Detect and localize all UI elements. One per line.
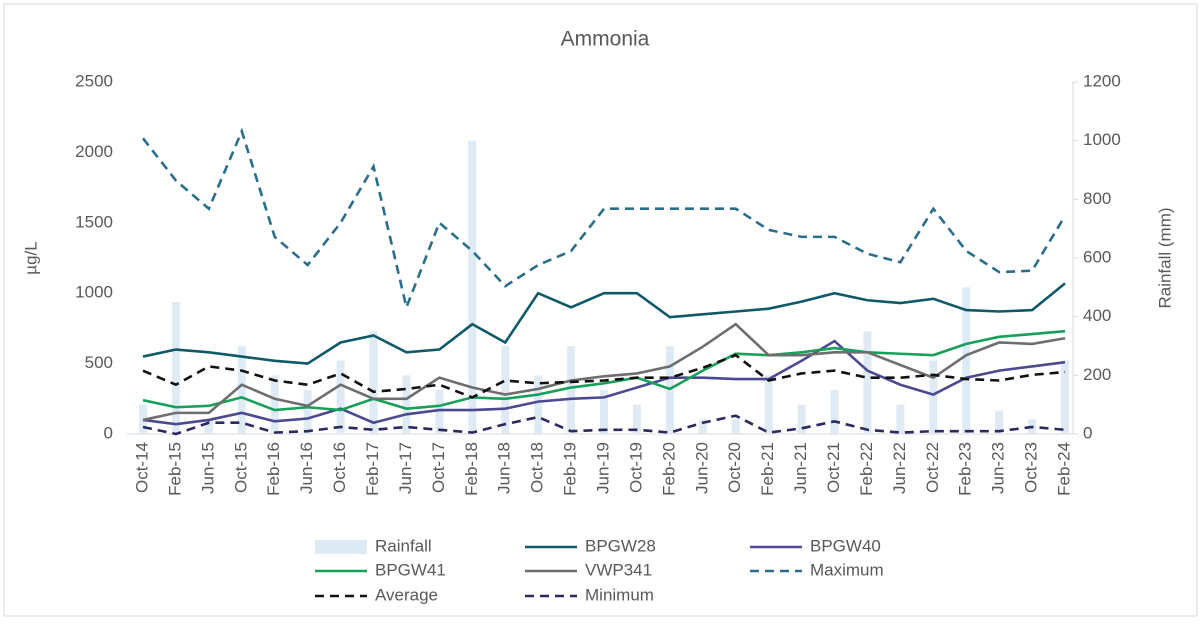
x-tick-label: Oct-22 xyxy=(923,442,942,493)
legend-label: BPGW28 xyxy=(585,536,656,555)
y-tick-label: 0 xyxy=(104,423,113,442)
rainfall-bar xyxy=(731,419,740,434)
series-line xyxy=(141,127,1067,312)
y-tick-label: 500 xyxy=(85,353,113,372)
x-tick-label: Feb-19 xyxy=(561,442,580,496)
x-tick-label: Feb-21 xyxy=(758,442,777,496)
x-tick-label: Jun-18 xyxy=(495,442,514,494)
x-tick-label: Oct-14 xyxy=(132,442,151,493)
y2-tick-label: 600 xyxy=(1083,247,1111,266)
x-tick-label: Feb-16 xyxy=(264,442,283,496)
series-line xyxy=(142,414,1066,436)
y2-tick-label: 800 xyxy=(1083,189,1111,208)
rainfall-bar xyxy=(369,331,378,434)
rainfall-bar xyxy=(797,404,806,434)
x-tick-label: Feb-18 xyxy=(462,442,481,496)
chart-frame xyxy=(3,3,1198,617)
x-tick-label: Feb-23 xyxy=(956,442,975,496)
legend-label: Minimum xyxy=(585,585,654,604)
x-tick-label: Oct-19 xyxy=(626,442,645,493)
x-tick-label: Jun-17 xyxy=(396,442,415,494)
x-tick-label: Jun-23 xyxy=(989,442,1008,494)
y2-tick-label: 200 xyxy=(1083,365,1111,384)
y-tick-label: 1000 xyxy=(75,283,113,302)
rainfall-bar xyxy=(698,419,707,434)
y2-tick-label: 1200 xyxy=(1083,71,1121,90)
legend-label: Average xyxy=(375,585,438,604)
rainfall-bar xyxy=(402,375,411,434)
y-tick-label: 2000 xyxy=(75,142,113,161)
legend-swatch xyxy=(315,540,367,554)
rainfall-bar xyxy=(567,346,576,434)
rainfall-bar xyxy=(764,375,773,434)
x-tick-label: Oct-15 xyxy=(231,442,250,493)
y2-axis-title: Rainfall (mm) xyxy=(1155,207,1174,308)
chart-title: Ammonia xyxy=(561,28,650,51)
x-tick-label: Jun-19 xyxy=(594,442,613,494)
series-line xyxy=(142,353,1066,399)
series-line xyxy=(142,339,1066,426)
series-line xyxy=(142,282,1066,365)
rainfall-bar xyxy=(863,331,872,434)
x-tick-label: Jun-22 xyxy=(890,442,909,494)
x-tick-label: Oct-21 xyxy=(824,442,843,493)
x-tick-label: Feb-24 xyxy=(1055,442,1074,496)
y-axis-title: µg/L xyxy=(21,241,40,274)
legend-label: VWP341 xyxy=(585,560,652,579)
x-tick-label: Oct-16 xyxy=(330,442,349,493)
rainfall-bar xyxy=(237,346,246,434)
rainfall-bar xyxy=(1061,360,1070,434)
y2-tick-label: 1000 xyxy=(1083,130,1121,149)
series-line xyxy=(142,329,1066,412)
x-tick-label: Feb-22 xyxy=(857,442,876,496)
rainfall-bar xyxy=(204,419,213,434)
x-tick-label: Jun-20 xyxy=(692,442,711,494)
rainfall-bar xyxy=(995,410,1004,434)
x-tick-label: Oct-20 xyxy=(725,442,744,493)
rainfall-bar xyxy=(632,404,641,434)
rainfall-bar xyxy=(303,390,312,434)
x-tick-label: Oct-18 xyxy=(528,442,547,493)
y-tick-label: 2500 xyxy=(75,71,113,90)
rainfall-bar xyxy=(534,375,543,434)
x-tick-label: Feb-15 xyxy=(165,442,184,496)
series-line xyxy=(142,322,1066,422)
rainfall-bar xyxy=(600,390,609,434)
x-tick-label: Jun-21 xyxy=(791,442,810,494)
rainfall-bar xyxy=(336,360,345,434)
legend-label: BPGW40 xyxy=(810,536,881,555)
y-tick-label: 1500 xyxy=(75,212,113,231)
x-tick-label: Jun-16 xyxy=(297,442,316,494)
rainfall-bar xyxy=(270,375,279,434)
rainfall-bar xyxy=(171,302,180,434)
x-tick-label: Jun-15 xyxy=(198,442,217,494)
rainfall-bar xyxy=(468,140,477,434)
rainfall-bar xyxy=(501,346,510,434)
rainfall-bar xyxy=(929,360,938,434)
legend-label: Maximum xyxy=(810,560,884,579)
y2-tick-label: 400 xyxy=(1083,306,1111,325)
rainfall-bar xyxy=(962,287,971,434)
rainfall-bar xyxy=(830,390,839,434)
x-tick-label: Feb-17 xyxy=(363,442,382,496)
y2-tick-label: 0 xyxy=(1083,423,1092,442)
legend-label: Rainfall xyxy=(375,536,432,555)
x-tick-label: Oct-23 xyxy=(1022,442,1041,493)
rainfall-bar xyxy=(896,404,905,434)
rainfall-bar xyxy=(435,390,444,434)
x-tick-label: Oct-17 xyxy=(429,442,448,493)
x-tick-label: Feb-20 xyxy=(659,442,678,496)
legend-label: BPGW41 xyxy=(375,560,446,579)
